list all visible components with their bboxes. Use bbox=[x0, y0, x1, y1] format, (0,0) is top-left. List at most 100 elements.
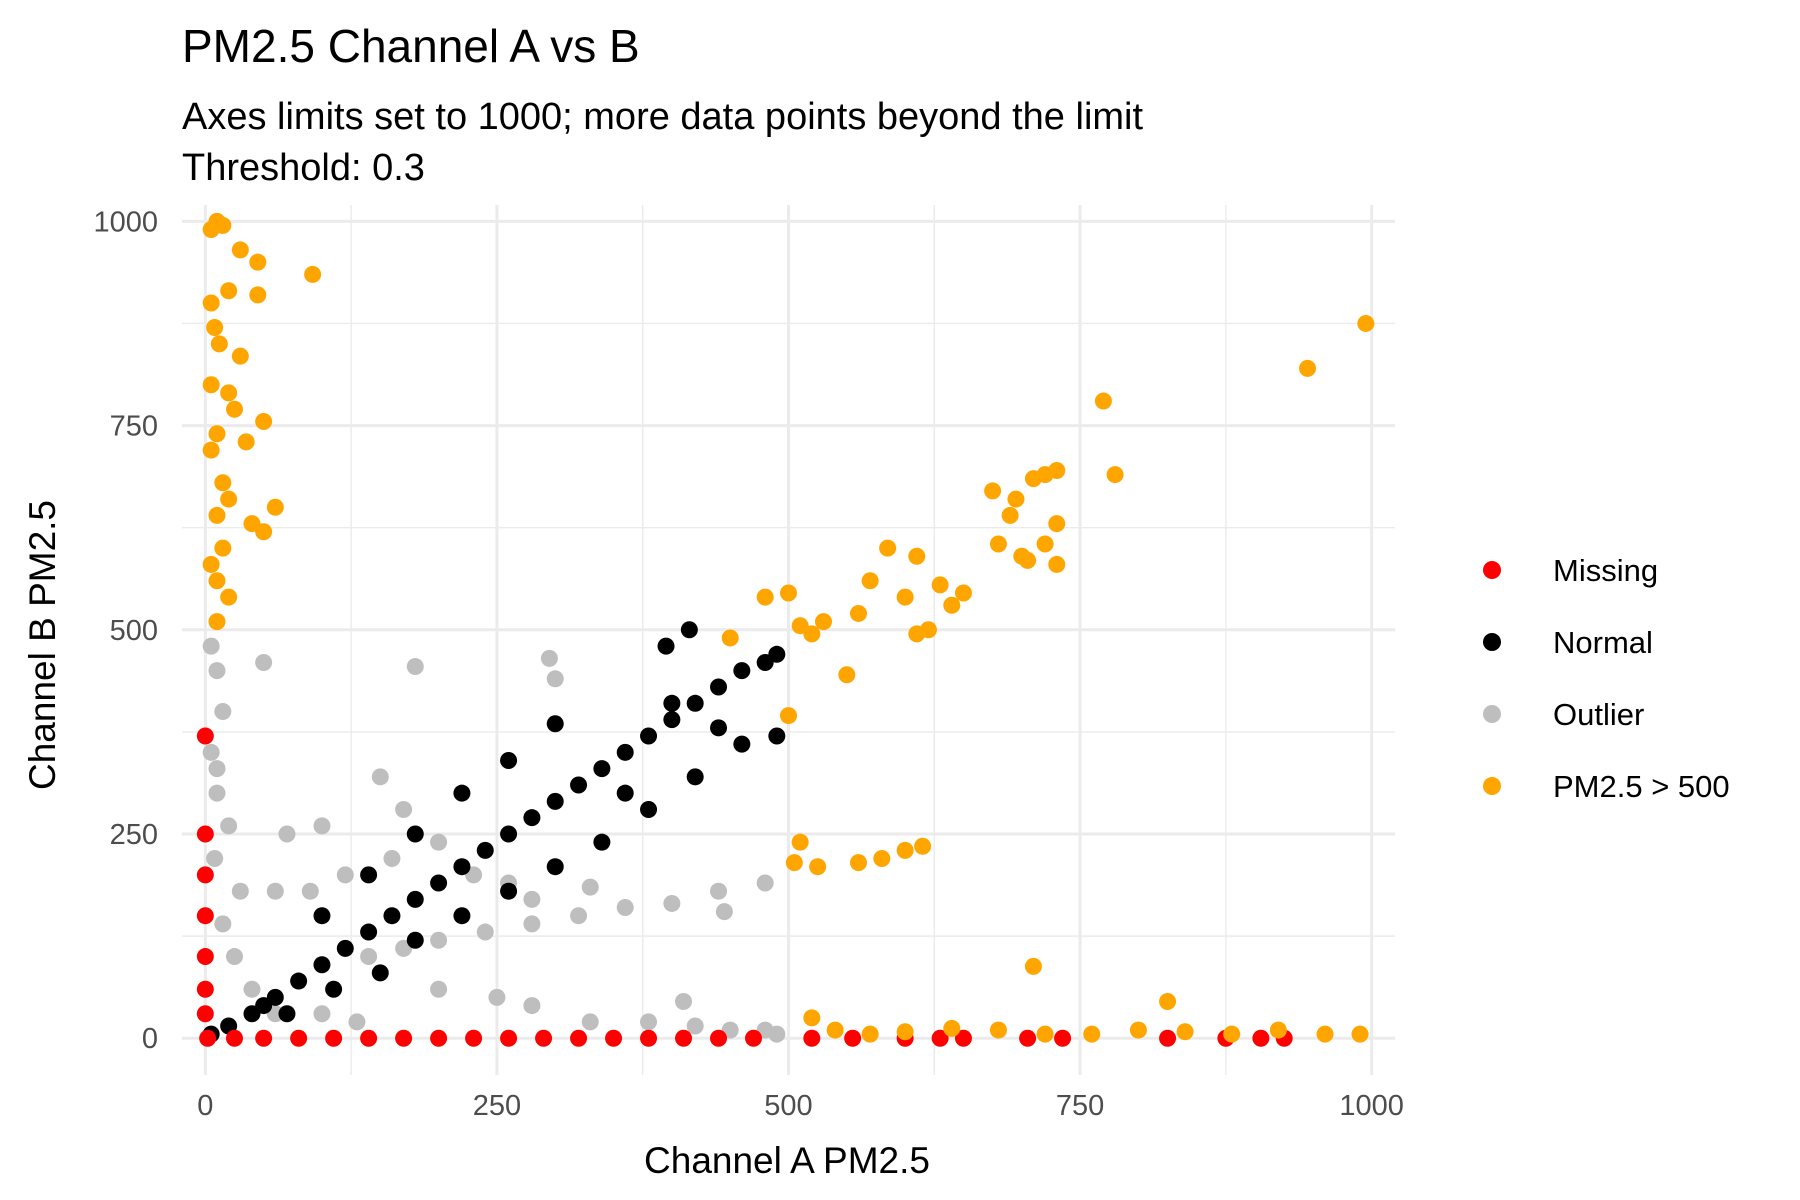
points-layer bbox=[196, 212, 1375, 1047]
data-point-pm2-5-500 bbox=[908, 547, 926, 565]
data-point-normal bbox=[733, 662, 751, 680]
data-point-normal bbox=[710, 719, 728, 737]
data-point-pm2-5-500 bbox=[873, 850, 891, 868]
data-point-pm2-5-500 bbox=[237, 433, 255, 451]
data-point-outlier bbox=[313, 817, 331, 835]
data-point-pm2-5-500 bbox=[1159, 992, 1177, 1010]
data-point-normal bbox=[383, 907, 401, 925]
data-point-pm2-5-500 bbox=[1036, 1025, 1054, 1043]
data-point-missing bbox=[640, 1029, 658, 1047]
data-point-normal bbox=[616, 784, 634, 802]
data-point-outlier bbox=[313, 1005, 331, 1023]
data-point-outlier bbox=[383, 850, 401, 868]
data-point-pm2-5-500 bbox=[861, 572, 879, 590]
data-point-outlier bbox=[231, 882, 249, 900]
x-tick-label: 750 bbox=[1056, 1090, 1104, 1122]
data-point-pm2-5-500 bbox=[943, 596, 961, 614]
data-point-missing bbox=[290, 1029, 308, 1047]
chart-subtitle-line-2: Threshold: 0.3 bbox=[182, 147, 425, 189]
data-point-normal bbox=[570, 776, 588, 794]
data-point-outlier bbox=[430, 833, 448, 851]
data-point-missing bbox=[844, 1029, 862, 1047]
data-point-outlier bbox=[255, 653, 273, 671]
data-point-outlier bbox=[570, 907, 588, 925]
data-point-pm2-5-500 bbox=[1024, 957, 1042, 975]
data-point-normal bbox=[325, 980, 343, 998]
data-point-outlier bbox=[371, 768, 389, 786]
data-point-pm2-5-500 bbox=[214, 474, 232, 492]
data-point-normal bbox=[500, 825, 518, 843]
data-point-normal bbox=[360, 923, 378, 941]
data-point-pm2-5-500 bbox=[266, 498, 284, 516]
data-point-pm2-5-500 bbox=[220, 490, 238, 508]
data-point-pm2-5-500 bbox=[206, 319, 224, 337]
data-point-pm2-5-500 bbox=[1036, 535, 1054, 553]
data-point-missing bbox=[395, 1029, 413, 1047]
data-point-pm2-5-500 bbox=[989, 1021, 1007, 1039]
legend-label-outlier: Outlier bbox=[1553, 697, 1644, 732]
series-pm2-5-500 bbox=[202, 212, 1375, 1043]
data-point-pm2-5-500 bbox=[1094, 392, 1112, 410]
data-point-normal bbox=[406, 931, 424, 949]
data-point-normal bbox=[500, 751, 518, 769]
data-point-pm2-5-500 bbox=[208, 572, 226, 590]
data-point-normal bbox=[710, 678, 728, 696]
data-point-pm2-5-500 bbox=[210, 335, 228, 353]
x-axis-title: Channel A PM2.5 bbox=[644, 1140, 930, 1181]
data-point-pm2-5-500 bbox=[791, 617, 809, 635]
data-point-pm2-5-500 bbox=[896, 841, 914, 859]
data-point-outlier bbox=[225, 948, 243, 966]
series-normal bbox=[202, 621, 786, 1043]
data-point-pm2-5-500 bbox=[208, 506, 226, 524]
data-point-pm2-5-500 bbox=[919, 621, 937, 639]
data-point-pm2-5-500 bbox=[255, 523, 273, 541]
y-tick-label: 750 bbox=[110, 411, 158, 443]
data-point-outlier bbox=[756, 874, 774, 892]
data-point-pm2-5-500 bbox=[202, 294, 220, 312]
legend-label-normal: Normal bbox=[1553, 625, 1653, 660]
data-point-outlier bbox=[208, 784, 226, 802]
data-point-outlier bbox=[406, 658, 424, 676]
y-tick-label: 0 bbox=[142, 1023, 158, 1055]
data-point-outlier bbox=[214, 915, 232, 933]
data-point-outlier bbox=[581, 1013, 599, 1031]
data-point-pm2-5-500 bbox=[1083, 1025, 1101, 1043]
data-point-pm2-5-500 bbox=[1129, 1021, 1147, 1039]
legend-key-pm2-5-500 bbox=[1483, 777, 1501, 795]
data-point-normal bbox=[663, 694, 681, 712]
data-point-outlier bbox=[675, 992, 693, 1010]
data-point-normal bbox=[640, 801, 658, 819]
y-tick-label: 1000 bbox=[93, 206, 158, 238]
data-point-normal bbox=[500, 882, 518, 900]
data-point-pm2-5-500 bbox=[220, 384, 238, 402]
data-point-missing bbox=[225, 1029, 243, 1047]
data-point-missing bbox=[931, 1029, 949, 1047]
data-point-normal bbox=[360, 866, 378, 884]
data-point-normal bbox=[546, 715, 564, 733]
data-point-pm2-5-500 bbox=[803, 1009, 821, 1027]
data-point-outlier bbox=[348, 1013, 366, 1031]
data-point-outlier bbox=[208, 760, 226, 778]
legend-label-missing: Missing bbox=[1553, 553, 1658, 588]
data-point-outlier bbox=[488, 988, 506, 1006]
data-point-outlier bbox=[686, 1017, 704, 1035]
data-point-pm2-5-500 bbox=[1357, 314, 1375, 332]
data-point-pm2-5-500 bbox=[1024, 470, 1042, 488]
data-point-normal bbox=[616, 743, 634, 761]
data-point-outlier bbox=[540, 649, 558, 667]
data-point-normal bbox=[593, 833, 611, 851]
x-tick-label: 1000 bbox=[1339, 1090, 1404, 1122]
data-point-outlier bbox=[640, 1013, 658, 1031]
data-point-missing bbox=[199, 1029, 217, 1047]
data-point-missing bbox=[535, 1029, 553, 1047]
data-point-outlier bbox=[202, 637, 220, 655]
data-point-pm2-5-500 bbox=[1223, 1025, 1241, 1043]
legend-key-normal bbox=[1483, 633, 1501, 651]
data-point-outlier bbox=[523, 890, 541, 908]
data-point-pm2-5-500 bbox=[1176, 1023, 1194, 1041]
data-point-pm2-5-500 bbox=[220, 282, 238, 300]
data-point-outlier bbox=[715, 903, 733, 921]
data-point-outlier bbox=[430, 980, 448, 998]
data-point-missing bbox=[196, 907, 214, 925]
